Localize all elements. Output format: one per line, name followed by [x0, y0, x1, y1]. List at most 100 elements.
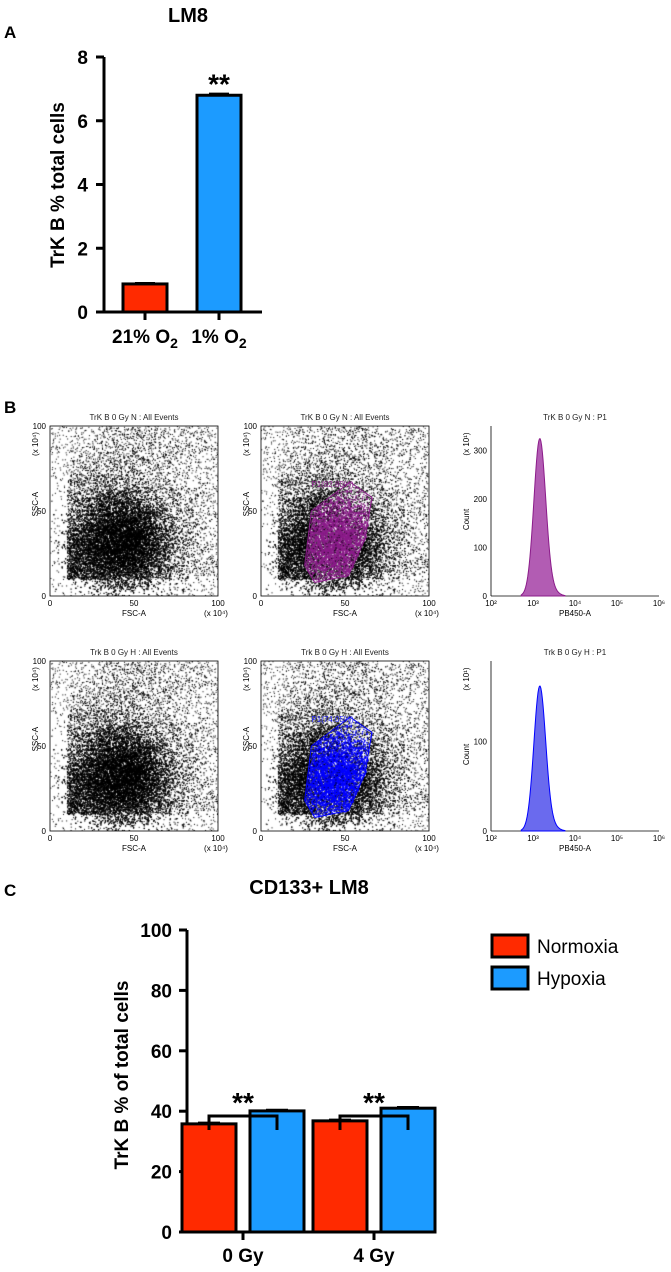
flow-xtick-label: 50 [341, 834, 350, 843]
chart-c-bar-normoxia [311, 1119, 369, 1234]
chart-c-bar-normoxia [180, 1122, 238, 1234]
chart-c-ytick-label: 80 [151, 981, 172, 1002]
legend-label-hypoxia: Hypoxia [537, 969, 606, 990]
flow-xtick-label: 10⁵ [611, 834, 623, 843]
flow-scatter-area [50, 661, 218, 831]
flow-xtick-label: 100 [211, 834, 225, 843]
flow-xtick-label: 50 [130, 834, 139, 843]
chart-a-significance: ** [208, 68, 230, 99]
chart-c-significance-bracket [207, 1114, 279, 1130]
flow-scatter-area [261, 661, 429, 831]
flow-yunit: (x 10¹) [462, 432, 471, 455]
flow-xtick-label: 10⁴ [569, 834, 582, 843]
flow-xtick-label: 10³ [527, 834, 539, 843]
flow-scatter-points [50, 426, 218, 596]
flow-gate-p1 [304, 481, 373, 583]
flow-xtick-label: 0 [48, 599, 53, 608]
flow-plot-title: Trk B 0 Gy H : All Events [90, 648, 178, 657]
flow-plot-frame [49, 660, 219, 832]
flow-xtick-label: 10⁶ [653, 599, 665, 608]
chart-a-ytick-label: 6 [77, 112, 88, 133]
flow-xlabel: FSC-A [122, 844, 147, 853]
flow-plot-title: TrK B 0 Gy N : P1 [543, 413, 607, 422]
flow-xtick-label: 10⁵ [611, 599, 623, 608]
chart-a-xtick-label: 1% O2 [191, 327, 247, 351]
flow-scatter-area [261, 426, 429, 596]
flow-scatter-points [50, 661, 218, 831]
flow-plot-title: Trk B 0 Gy H : All Events [301, 648, 389, 657]
flow-ytick-label: 100 [244, 657, 258, 666]
flow-xlabel: PB450-A [559, 609, 592, 618]
flow-xtick-label: 50 [130, 599, 139, 608]
chart-a-ytick-label: 0 [77, 303, 88, 324]
flow-xtick-label: 10³ [527, 599, 539, 608]
flow-plot-scatter: TrK B 0 Gy N : All Events 0 50 100 0 50 100 FSC… [31, 413, 228, 618]
chart-c-ytick-label: 100 [140, 921, 172, 942]
flow-ylabel: Count [462, 508, 471, 530]
flow-ytick-label: 0 [42, 592, 47, 601]
flow-scatter-area [50, 426, 218, 596]
chart-c-xtick-label: 4 Gy [353, 1246, 395, 1267]
flow-xtick-label: 0 [259, 834, 264, 843]
flow-ylabel: SSC-A [31, 726, 40, 751]
flow-ylabel: SSC-A [242, 491, 251, 516]
chart-a-title: LM8 [168, 5, 208, 27]
chart-a-ytick-label: 4 [77, 176, 88, 197]
flow-plot-title: TrK B 0 Gy N : All Events [300, 413, 389, 422]
chart-c-significance: ** [232, 1087, 254, 1118]
chart-c-ytick-label: 40 [151, 1102, 172, 1123]
chart-a: LM8 TrK B % total cells 0 2 4 6 8 ** 21% O2 1… [48, 5, 262, 351]
flow-plot-scatter_gated: TrK B 0 Gy N : All Events P1(82.80%) 0 50 10… [242, 413, 439, 618]
flow-plot-title: Trk B 0 Gy H : P1 [544, 648, 607, 657]
flow-plot-frame [260, 425, 430, 597]
flow-xlabel: FSC-A [333, 844, 358, 853]
flow-xtick-label: 100 [422, 834, 436, 843]
chart-c-ytick-label: 20 [151, 1163, 172, 1184]
chart-c-significance: ** [363, 1087, 385, 1118]
flow-xlabel: FSC-A [122, 609, 147, 618]
flow-gate-label: P1(82.80%) [311, 480, 354, 489]
flow-plot-frame [49, 425, 219, 597]
flow-ytick-label: 100 [33, 657, 47, 666]
flow-yunit: (x 10⁴) [31, 432, 40, 456]
chart-c-ytick-label: 60 [151, 1042, 172, 1063]
chart-c-significance-bracket [338, 1114, 410, 1130]
flow-xunit: (x 10⁴) [415, 609, 439, 618]
flow-ylabel: SSC-A [31, 491, 40, 516]
flow-ytick-label: 300 [474, 446, 488, 455]
flow-plot-frame [260, 660, 430, 832]
flow-ytick-label: 50 [37, 742, 46, 751]
flow-xunit: (x 10⁴) [204, 609, 228, 618]
flow-plot-title: TrK B 0 Gy N : All Events [89, 413, 178, 422]
flow-gate-p1 [304, 716, 373, 818]
chart-c-ylabel: TrK B % of total cells [112, 981, 133, 1170]
chart-c-xtick-label: 0 Gy [222, 1246, 264, 1267]
chart-c: CD133+ LM8 TrK B % of total cells 0 20 40 6… [112, 877, 619, 1267]
flow-histogram-peak [520, 438, 566, 597]
flow-ytick-label: 100 [33, 422, 47, 431]
flow-xtick-label: 100 [422, 599, 436, 608]
panel-a-letter: A [4, 23, 16, 42]
flow-ylabel: SSC-A [242, 726, 251, 751]
flow-yunit: (x 10⁴) [31, 667, 40, 691]
flow-xlabel: FSC-A [333, 609, 358, 618]
chart-a-ylabel: TrK B % total cells [48, 102, 69, 268]
flow-yunit: (x 10¹) [462, 667, 471, 690]
flow-yunit: (x 10⁴) [242, 432, 251, 456]
chart-a-bar [121, 282, 169, 314]
flow-ytick-label: 0 [483, 827, 488, 836]
flow-yunit: (x 10⁴) [242, 667, 251, 691]
flow-xtick-label: 50 [341, 599, 350, 608]
legend-swatch-hypoxia [490, 965, 530, 991]
flow-ytick-label: 50 [248, 507, 257, 516]
legend-label-normoxia: Normoxia [537, 937, 619, 958]
flow-xtick-label: 10² [485, 599, 497, 608]
chart-a-ytick-label: 2 [77, 239, 88, 260]
flow-xtick-label: 10² [485, 834, 497, 843]
chart-c-bar-hypoxia [248, 1109, 306, 1234]
panel-c-letter: C [4, 881, 16, 900]
chart-a-xtick-label: 21% O2 [112, 327, 178, 351]
